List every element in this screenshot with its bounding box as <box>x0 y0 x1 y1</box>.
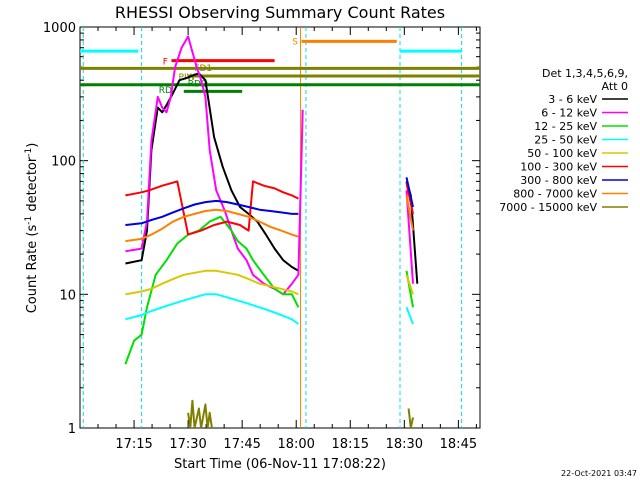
legend-entry-label: 12 - 25 keV <box>534 120 597 133</box>
legend-entry-label: 800 - 7000 keV <box>513 188 597 201</box>
plot-area: 1 10 100 1000 17:15 17:30 17:45 18:00 18:15 18:30… <box>43 21 481 452</box>
plot-frame <box>79 26 481 429</box>
x-tick-label: 18:45 <box>440 437 477 452</box>
legend-entry-label: 3 - 6 keV <box>548 93 597 106</box>
flag-label: RDQ <box>188 79 208 89</box>
x-tick-label: 17:15 <box>115 437 152 452</box>
series-line <box>125 180 299 236</box>
flag-label: RD <box>159 86 172 96</box>
x-tick-label: 17:45 <box>223 437 260 452</box>
series-line <box>125 72 299 272</box>
series-line <box>405 274 414 295</box>
legend-entry-label: 6 - 12 keV <box>541 107 597 120</box>
series-line <box>405 177 414 208</box>
legend-entry-label: 25 - 50 keV <box>534 134 597 147</box>
series-line <box>125 269 299 296</box>
legend-entry-label: 7000 - 15000 keV <box>499 201 597 214</box>
x-tick-label: 18:00 <box>277 437 314 452</box>
x-tick-label: 18:15 <box>332 437 369 452</box>
y-tick-label: 100 <box>51 155 76 170</box>
legend-entry-label: 300 - 800 keV <box>520 174 597 187</box>
series-line <box>405 182 414 215</box>
y-axis-label: Count Rate (s-1 detector-1) <box>24 143 40 314</box>
series-line <box>125 208 299 243</box>
series-line <box>125 199 299 226</box>
timestamp: 22-Oct-2021 03:47 <box>561 469 637 478</box>
x-axis-label: Start Time (06-Nov-11 17:08:22) <box>174 457 386 472</box>
series-line <box>407 408 414 428</box>
x-tick-label: 17:30 <box>169 437 206 452</box>
series-line <box>187 399 213 428</box>
legend-header: Det 1,3,4,5,6,9, <box>542 67 628 80</box>
legend-header: Att 0 <box>602 80 628 93</box>
chart-title: RHESSI Observing Summary Count Rates <box>115 3 445 22</box>
series-line <box>405 306 414 325</box>
legend-entry-label: 50 - 100 keV <box>527 147 597 160</box>
y-tick-label: 1000 <box>43 21 76 36</box>
legend-entry-label: 100 - 300 keV <box>520 161 597 174</box>
flag-label: F <box>163 58 168 68</box>
series-line <box>405 195 414 231</box>
flag-label: S <box>292 38 298 48</box>
y-tick-label: 10 <box>59 288 76 303</box>
x-tick-label: 18:30 <box>386 437 423 452</box>
flag-label: FD1 <box>194 64 212 74</box>
y-tick-label: 1 <box>68 422 76 437</box>
series-line <box>125 293 299 325</box>
